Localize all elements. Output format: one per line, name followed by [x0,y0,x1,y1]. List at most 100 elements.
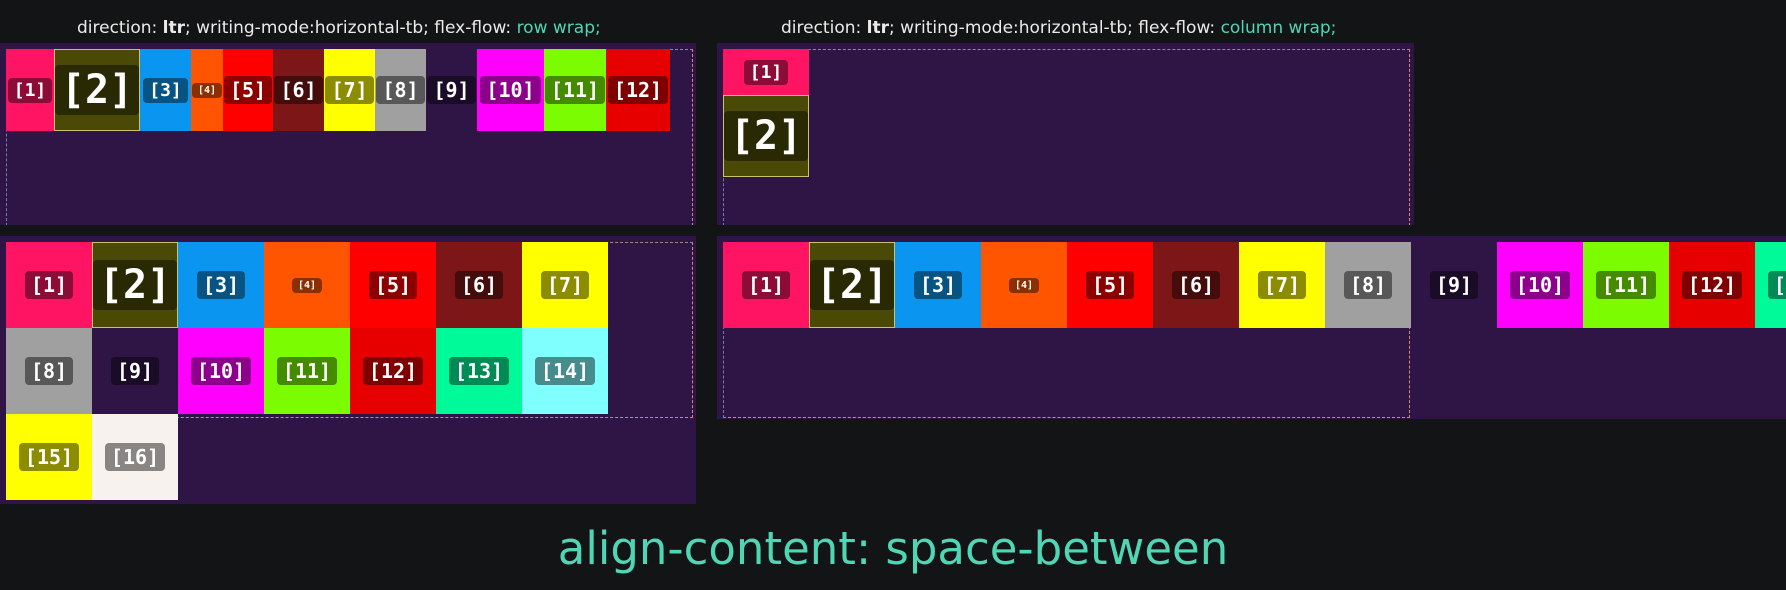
flex-item-label: [12] [1681,271,1743,299]
flex-item-label: [6] [454,271,504,299]
heading-flow: row wrap; [516,18,601,38]
flex-panel-bottom-right: [1] [2] [3] [4] [5] [6] [7] [8] [9] [10] [11] [12] [… [717,236,1786,419]
flex-item-3: [3] [140,49,191,131]
flex-item-1: [1] [6,242,92,328]
flex-item-8: [8] [1325,242,1411,328]
flex-item-label: [10] [480,76,541,104]
flex-item-label: [1] [24,271,74,299]
flex-item-11: [11] [544,49,606,131]
flex-item-label: [8] [376,76,425,104]
flex-item-label: [13] [448,357,510,385]
flex-item-10: [10] [477,49,544,131]
flex-item-label: [7] [540,271,590,299]
flex-item-3: [3] [178,242,264,328]
flex-item-label: [11] [276,357,338,385]
flex-item-label: [6] [274,76,323,104]
flex-item-7: [7] [1239,242,1325,328]
heading-column-wrap: direction: ltr; writing-mode:horizontal-… [781,18,1336,38]
flex-item-9: [9] [426,49,477,131]
flex-item-label: [10] [1509,271,1571,299]
flex-item-4: [4] [981,242,1067,328]
heading-mid: ; writing-mode:horizontal-tb; flex-flow: [888,18,1221,38]
heading-prefix: direction: [781,18,867,38]
flex-item-label: [5] [223,76,273,104]
flex-item-label: [7] [325,76,374,104]
flex-item-label: [6] [1171,271,1221,299]
flex-item-8: [8] [375,49,426,131]
flex-item-label: [5] [1085,271,1135,299]
flex-item-10: [10] [1497,242,1583,328]
flex-item-15: [15] [6,414,92,500]
flex-panel-top-right: [1] [2] [717,43,1414,225]
flex-item-label: [1] [743,59,789,85]
flex-item-label: [8] [24,357,74,385]
flex-item-label: [3] [913,271,963,299]
flex-item-label: [14] [534,357,596,385]
flex-item-11: [11] [1583,242,1669,328]
flex-item-12: [12] [606,49,670,131]
flex-item-label: [4] [291,277,323,293]
flex-panel-bottom-left: [1] [2] [3] [4] [5] [6] [7] [8] [9] [10] [11] [12] [… [0,236,696,504]
flex-item-label: [12] [362,357,424,385]
flex-item-5: [5] [1067,242,1153,328]
heading-mid: ; writing-mode:horizontal-tb; flex-flow: [184,18,517,38]
flex-item-2: [2] [809,242,895,328]
flex-item-label: [5] [368,271,418,299]
flex-item-label: [2] [809,260,895,310]
flex-item-6: [6] [436,242,522,328]
flex-item-1: [1] [723,242,809,328]
flex-item-4: [4] [191,49,223,131]
flex-item-14: [14] [522,328,608,414]
flex-item-4: [4] [264,242,350,328]
flex-item-label: [10] [190,357,252,385]
flex-item-10: [10] [178,328,264,414]
flex-item-5: [5] [350,242,436,328]
flex-item-label: [11] [544,76,606,104]
flex-item-6: [6] [1153,242,1239,328]
heading-prefix: direction: [77,18,163,38]
flex-item-label: [2] [723,111,809,161]
flex-item-label: [9] [1429,271,1479,299]
flex-item-16: [16] [92,414,178,500]
flex-item-label: [3] [196,271,246,299]
flex-item-1: [1] [6,49,54,131]
flex-item-label: [12] [607,76,669,104]
heading-dir: ltr [866,18,889,38]
flex-item-13: [13] [436,328,522,414]
flex-item-7: [7] [522,242,608,328]
flex-item-label: [1] [7,77,53,103]
flex-item-2: [2] [54,49,140,131]
heading-dir: ltr [162,18,185,38]
flex-item-label: [1] [741,271,791,299]
flex-item-12: [12] [350,328,436,414]
flex-item-label: [8] [1343,271,1393,299]
heading-row-wrap: direction: ltr; writing-mode:horizontal-… [77,18,601,38]
flex-item-label: [11] [1595,271,1657,299]
flex-item-8: [8] [6,328,92,414]
container-outline [723,49,1410,225]
flex-item-label: [7] [1257,271,1307,299]
flex-item-2: [2] [723,95,809,177]
flex-item-label: [2] [54,65,140,115]
flex-item-label: [4] [191,82,223,98]
flex-item-label: [2] [92,260,178,310]
flex-item-1: [1] [723,49,809,95]
flex-item-label: [13] [1767,271,1786,299]
flex-item-12: [12] [1669,242,1755,328]
flex-item-2: [2] [92,242,178,328]
heading-flow: column wrap; [1220,18,1337,38]
flex-item-6: [6] [273,49,324,131]
footer-title: align-content: space-between [557,522,1229,575]
flex-item-label: [15] [18,443,80,471]
flex-item-9: [9] [1411,242,1497,328]
flex-item-9: [9] [92,328,178,414]
flex-item-13: [13] [1755,242,1786,328]
flex-item-label: [9] [427,76,476,104]
flex-panel-top-left: [1] [2] [3] [4] [5] [6] [7] [8] [9] [10] [11] [12] [0,43,696,225]
flex-item-7: [7] [324,49,375,131]
flex-item-5: [5] [223,49,273,131]
flex-item-label: [9] [110,357,160,385]
flex-item-label: [16] [104,443,166,471]
flex-item-label: [4] [1008,277,1040,293]
flex-item-label: [3] [143,77,188,103]
